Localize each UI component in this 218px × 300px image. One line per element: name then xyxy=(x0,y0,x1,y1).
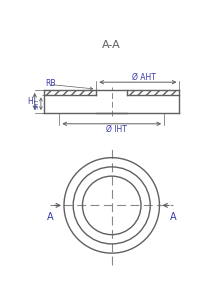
Text: Ø AHT: Ø AHT xyxy=(132,72,156,81)
Text: H: H xyxy=(27,97,33,106)
Text: SHT: SHT xyxy=(35,98,40,109)
Text: A: A xyxy=(170,212,177,222)
Text: A-A: A-A xyxy=(102,40,121,50)
Text: RB: RB xyxy=(46,79,56,88)
Text: A: A xyxy=(47,212,53,222)
Text: Ø IHT: Ø IHT xyxy=(106,124,127,134)
